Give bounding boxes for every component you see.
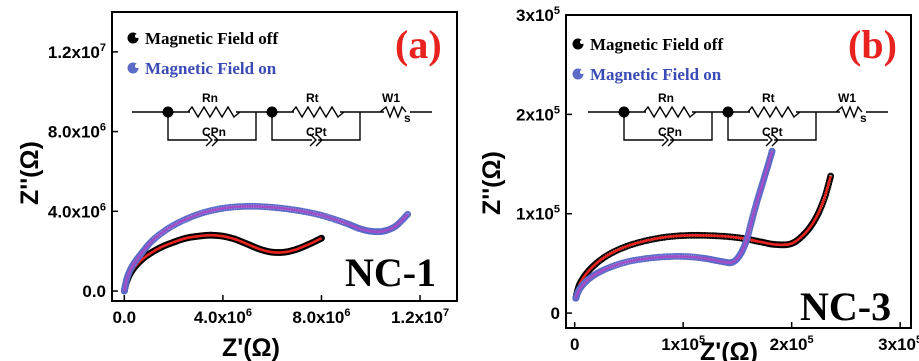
warburg-element [835,105,863,119]
circuit-label-rt: Rt [306,91,319,105]
series-field-on [120,202,412,295]
x-axis-label-a: Z'(Ω) [222,334,280,361]
x-tick-label: 8.0x106 [292,307,350,327]
cpe-branch-n [167,112,257,141]
circuit-label-w1: W1 [838,91,856,105]
axes-1: 0 1x105 2x105 3x105 0 1x105 2x105 3x105 [516,5,919,354]
series-layer-a [120,202,412,295]
warburg-element [379,105,407,119]
y-axis-label-a: Z''(Ω) [16,141,44,205]
y-tick-label: 2x105 [516,104,560,124]
circuit-label-cpn: CPn [658,125,682,139]
legend-label-field-on: Magnetic Field on [145,59,277,78]
fit-line [574,150,774,299]
y-tick-label: 1.2x107 [48,42,106,62]
circuit-label-rn: Rn [202,91,218,105]
legend-marker-highlight [135,34,139,38]
cpe-branch-n [623,112,713,141]
circuit-label-cpn: CPn [202,125,226,139]
circuit-label-w1: W1 [382,91,400,105]
x-tick-label: 1x105 [661,334,705,354]
circuit-label-rt: Rt [762,91,775,105]
resistor-rt [747,105,801,119]
equivalent-circuit-a: Rn CPn Rt CPt W1 s [132,91,432,147]
y-tick-label: 4.0x106 [48,201,106,221]
sample-label-nc1: NC-1 [345,250,436,295]
data-marker [402,212,410,220]
fit-line [574,175,832,299]
panel-b: Rn CPn Rt CPt W1 s Magnetic Field off Magneti… [478,5,919,361]
legend-b: Magnetic Field off Magnetic Field on [572,35,723,84]
cpe-symbol-n [205,133,219,147]
y-tick-label: 0.0 [82,282,106,301]
x-tick-label: 2x105 [770,334,814,354]
legend-a: Magnetic Field off Magnetic Field on [127,29,278,78]
axes-0: 0.0 4.0x106 8.0x106 1.2x107 0.0 4.0x106 8.0x10… [48,42,449,327]
circuit-label-w1-sub: s [404,111,411,125]
circuit-label-rn: Rn [658,91,674,105]
cpe-symbol-t [309,133,323,147]
legend-marker-highlight [580,40,584,44]
circuit-label-w1-sub: s [860,111,867,125]
plot-frame-b [565,14,912,329]
y-axis-label-b: Z''(Ω) [478,151,506,215]
cpe-branch-t [727,112,817,141]
resistor-rt [291,105,345,119]
x-tick-label: 0.0 [113,308,137,327]
sample-label-nc3: NC-3 [800,284,891,329]
y-tick-label: 1x105 [516,204,560,224]
circuit-label-cpt: CPt [762,125,783,139]
panel-a: Rn CPn Rt CPt W1 s Magnetic Field off Magneti… [16,11,458,361]
resistor-rn [187,105,241,119]
cpe-symbol-n [661,133,675,147]
x-axis-label-b: Z'(Ω) [700,338,758,361]
x-tick-label: 1.2x107 [391,307,449,327]
plot-frame-a [111,11,458,302]
legend-label-field-off: Magnetic Field off [590,35,723,54]
panel-label-b: (b) [848,22,897,67]
series-layer-b [572,147,835,302]
resistor-rn [643,105,697,119]
equivalent-circuit-b: Rn CPn Rt CPt W1 s [588,91,888,147]
legend-label-field-off: Magnetic Field off [145,29,278,48]
x-tick-label: 4.0x106 [194,307,252,327]
series-field-on [572,147,776,302]
panel-label-a: (a) [395,22,442,67]
cpe-symbol-t [765,133,779,147]
fit-line [123,204,409,292]
legend-marker-highlight [580,70,584,74]
legend-marker-highlight [135,64,139,68]
data-marker [403,211,411,219]
legend-label-field-on: Magnetic Field on [590,65,722,84]
y-tick-label: 8.0x106 [48,122,106,142]
y-tick-label: 0 [551,304,560,323]
x-tick-label: 3x105 [878,334,919,354]
circuit-label-cpt: CPt [306,125,327,139]
series-field-off [572,172,835,302]
y-tick-label: 3x105 [516,5,560,25]
data-marker [404,210,412,218]
x-tick-label: 0 [570,335,579,354]
cpe-branch-t [271,112,361,141]
